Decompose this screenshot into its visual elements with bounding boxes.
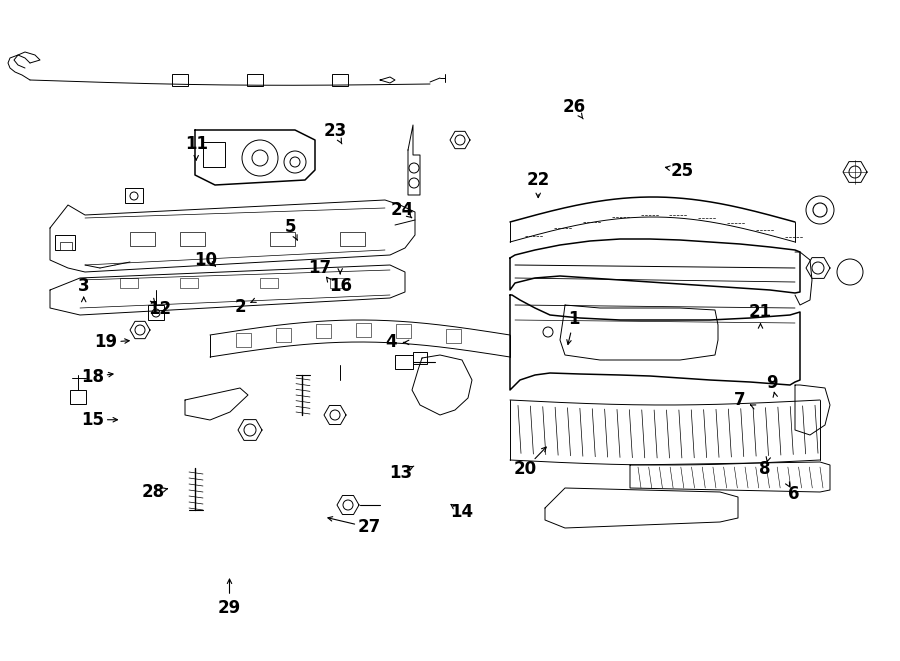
- Circle shape: [244, 424, 256, 436]
- Bar: [180, 278, 198, 288]
- Bar: [260, 278, 278, 288]
- Text: 11: 11: [184, 135, 208, 153]
- Bar: [125, 188, 143, 203]
- Bar: [316, 325, 331, 338]
- Circle shape: [290, 157, 300, 167]
- Circle shape: [409, 163, 419, 173]
- Bar: [55, 235, 75, 250]
- Text: 19: 19: [94, 333, 118, 352]
- Circle shape: [152, 309, 160, 317]
- Text: 16: 16: [328, 276, 352, 295]
- Text: 21: 21: [749, 303, 772, 321]
- Bar: [172, 74, 188, 86]
- Bar: [356, 323, 371, 337]
- Circle shape: [343, 500, 353, 510]
- Bar: [236, 333, 251, 348]
- Circle shape: [849, 166, 861, 178]
- Circle shape: [330, 410, 340, 420]
- Text: 8: 8: [760, 460, 770, 479]
- Bar: [148, 305, 164, 320]
- Text: 14: 14: [450, 503, 473, 522]
- Bar: [413, 352, 427, 364]
- Text: 5: 5: [285, 217, 296, 236]
- Bar: [203, 142, 225, 167]
- Circle shape: [284, 151, 306, 173]
- Circle shape: [130, 192, 138, 200]
- Circle shape: [837, 259, 863, 285]
- Text: 17: 17: [308, 259, 331, 278]
- Text: 29: 29: [218, 599, 241, 617]
- Text: 23: 23: [323, 122, 346, 140]
- Text: 13: 13: [389, 463, 412, 482]
- Text: 20: 20: [513, 460, 536, 479]
- Circle shape: [242, 140, 278, 176]
- Text: 26: 26: [562, 98, 586, 116]
- Text: 1: 1: [569, 309, 580, 328]
- Circle shape: [252, 150, 268, 166]
- Text: 6: 6: [788, 485, 799, 504]
- Text: 2: 2: [235, 298, 246, 317]
- Bar: [396, 325, 411, 338]
- Text: 3: 3: [78, 276, 89, 295]
- Text: 25: 25: [670, 161, 694, 180]
- Circle shape: [455, 135, 465, 145]
- Bar: [340, 232, 365, 246]
- Text: 9: 9: [767, 374, 778, 393]
- Bar: [446, 329, 461, 343]
- Bar: [60, 242, 72, 250]
- Bar: [180, 232, 205, 246]
- Circle shape: [812, 262, 824, 274]
- Bar: [120, 278, 138, 288]
- Text: 10: 10: [194, 251, 217, 269]
- Text: 24: 24: [391, 201, 414, 219]
- Text: 7: 7: [734, 391, 745, 409]
- Bar: [276, 328, 291, 342]
- Text: 12: 12: [148, 300, 172, 319]
- Text: 22: 22: [526, 171, 550, 189]
- Circle shape: [409, 178, 419, 188]
- Circle shape: [813, 203, 827, 217]
- Bar: [70, 390, 86, 404]
- Text: 4: 4: [386, 333, 397, 352]
- Bar: [247, 74, 263, 86]
- Circle shape: [135, 325, 145, 335]
- Bar: [130, 232, 155, 246]
- Text: 28: 28: [141, 483, 165, 502]
- Text: 15: 15: [81, 410, 104, 429]
- Bar: [332, 74, 348, 86]
- Bar: [395, 355, 413, 369]
- Bar: [330, 278, 348, 288]
- Text: 27: 27: [357, 518, 381, 537]
- Circle shape: [543, 327, 553, 337]
- Bar: [270, 232, 295, 246]
- Text: 18: 18: [81, 368, 104, 386]
- Circle shape: [806, 196, 834, 224]
